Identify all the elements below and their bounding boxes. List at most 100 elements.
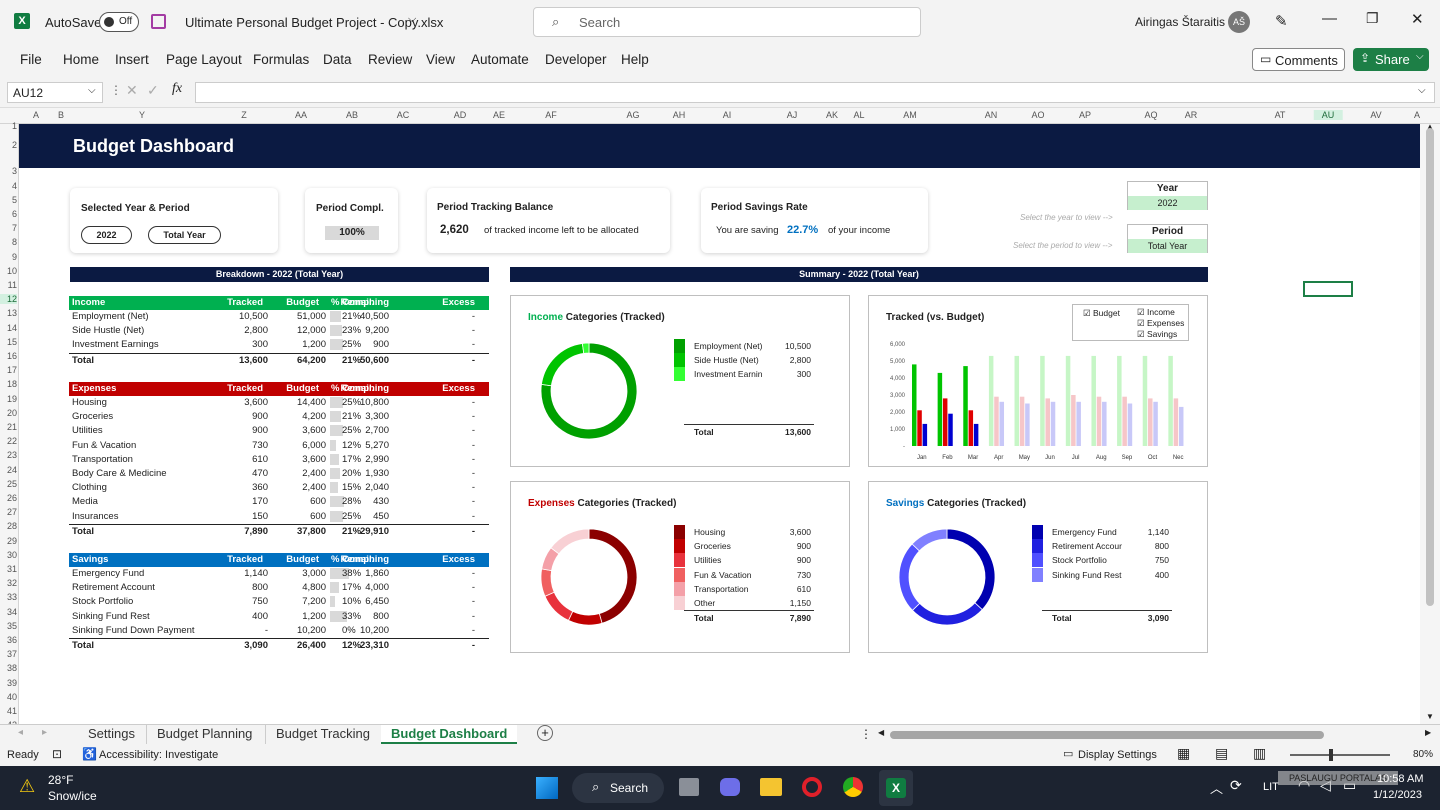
bar-income[interactable] (1040, 355, 1045, 446)
row-number[interactable]: 12 (0, 294, 17, 305)
tab-settings[interactable]: Settings (88, 726, 135, 741)
normal-view-icon[interactable]: ▦ (1177, 745, 1191, 761)
row-number[interactable]: 25 (6, 478, 17, 489)
avatar[interactable]: AŠ (1228, 11, 1250, 33)
bar-expenses[interactable] (1071, 395, 1076, 446)
tab-view[interactable]: View (426, 52, 456, 67)
bar-income[interactable] (1168, 355, 1173, 446)
col-ae[interactable]: AE (492, 110, 506, 120)
row-number[interactable]: 9 (11, 251, 17, 262)
scroll-up-icon[interactable]: ▲ (1426, 122, 1434, 131)
enter-icon[interactable]: ✓ (147, 82, 159, 98)
chevron-down-icon[interactable]: ⌵ (408, 13, 417, 25)
page-break-icon[interactable]: ▥ (1253, 745, 1267, 761)
search-box[interactable]: ⌕ Search (533, 7, 921, 37)
row-number[interactable]: 21 (6, 422, 17, 432)
bar-income[interactable] (1142, 355, 1148, 446)
task-view-icon[interactable] (679, 778, 699, 796)
row-number[interactable]: 1 (11, 121, 17, 131)
row-number[interactable]: 40 (6, 691, 17, 702)
row-number[interactable]: 37 (6, 649, 17, 660)
cancel-icon[interactable]: ✕ (126, 82, 138, 98)
row-number[interactable]: 35 (6, 620, 17, 631)
chevron-down-icon[interactable]: ⌵ (1418, 85, 1426, 96)
tracked-vs-budget-chart[interactable]: Tracked (vs. Budget) ☑ Budget ☑ Income ☑… (868, 295, 1208, 467)
tab-page-layout[interactable]: Page Layout (166, 52, 242, 67)
col-am[interactable]: AM (903, 110, 917, 120)
row-number[interactable]: 8 (11, 237, 17, 248)
formula-input[interactable]: ⌵ (195, 82, 1435, 103)
tab-file[interactable]: File (20, 52, 42, 67)
col-ad[interactable]: AD (453, 110, 467, 120)
row-number[interactable]: 15 (6, 336, 17, 347)
row-number[interactable]: 7 (11, 223, 17, 234)
tab-budget-dashboard[interactable]: Budget Dashboard (381, 725, 518, 744)
col-ag[interactable]: AG (626, 110, 640, 120)
bar-expenses[interactable] (1019, 396, 1025, 446)
bar-expenses[interactable] (1096, 396, 1102, 446)
next-sheet-icon[interactable]: ▸ (42, 727, 48, 738)
tab-automate[interactable]: Automate (471, 52, 529, 67)
savings-slice[interactable] (911, 528, 948, 552)
row-number[interactable]: 4 (11, 180, 17, 191)
income-slice[interactable] (541, 343, 585, 387)
add-sheet-icon[interactable]: + (537, 725, 553, 741)
col-al[interactable]: AL (853, 110, 865, 120)
bar-expenses[interactable] (917, 410, 922, 446)
restore-icon[interactable]: ❐ (1366, 10, 1379, 26)
share-button[interactable]: ⇪ Share ⌵ (1353, 48, 1429, 71)
chat-icon[interactable] (720, 778, 740, 796)
col-y[interactable]: Y (138, 110, 146, 120)
more-icon[interactable]: ⋮ (860, 727, 872, 741)
bar-expenses[interactable] (1148, 398, 1153, 446)
tab-formulas[interactable]: Formulas (253, 52, 310, 67)
row-number[interactable]: 33 (6, 592, 17, 603)
col-aa[interactable]: AA (294, 110, 308, 120)
row-number[interactable]: 6 (11, 209, 17, 219)
row-number[interactable]: 24 (6, 464, 17, 475)
bar-savings[interactable] (1178, 406, 1184, 446)
income-chart[interactable]: Income Categories (Tracked) Employment (… (510, 295, 850, 467)
col-a[interactable]: A (32, 110, 40, 120)
row-number[interactable]: 32 (6, 578, 17, 589)
row-number[interactable]: 18 (6, 379, 17, 390)
save-icon[interactable] (151, 14, 166, 29)
bar-income[interactable] (988, 355, 994, 446)
row-number[interactable]: 26 (6, 493, 17, 503)
weather-temp[interactable]: 28°F (48, 773, 74, 787)
row-number[interactable]: 11 (7, 280, 17, 290)
period-selector[interactable]: Period Total Year (1127, 224, 1208, 253)
tab-home[interactable]: Home (63, 52, 100, 67)
tab-help[interactable]: Help (621, 52, 649, 67)
bar-savings[interactable] (1025, 403, 1030, 447)
col-ah[interactable]: AH (672, 110, 686, 120)
bar-expenses[interactable] (1173, 398, 1179, 446)
col-z[interactable]: Z (241, 110, 247, 120)
display-icon[interactable]: ▭ (1063, 748, 1074, 760)
row-number[interactable]: 10 (6, 265, 17, 276)
year-box-value[interactable]: 2022 (1128, 196, 1207, 210)
col-ao[interactable]: AO (1031, 110, 1045, 120)
col-ac[interactable]: AC (396, 110, 410, 120)
bar-savings[interactable] (1153, 401, 1158, 446)
row-number[interactable]: 36 (6, 635, 17, 645)
row-number[interactable]: 28 (6, 521, 17, 532)
expenses-slice[interactable] (550, 528, 590, 555)
col-aq[interactable]: AQ (1144, 110, 1158, 120)
scroll-right-icon[interactable]: ▶ (1425, 728, 1432, 737)
scroll-down-icon[interactable]: ▼ (1426, 712, 1434, 721)
taskbar-search[interactable]: ⌕ Search (572, 773, 664, 803)
legend-expenses[interactable]: ☑ Expenses (1137, 318, 1185, 328)
accessibility-status[interactable]: Accessibility: Investigate (99, 749, 219, 761)
savings-slice[interactable] (911, 602, 983, 626)
col-af[interactable]: AF (545, 110, 557, 120)
expenses-slice[interactable] (540, 568, 555, 597)
tab-data[interactable]: Data (323, 52, 352, 67)
chrome-icon[interactable] (843, 777, 863, 797)
bar-income[interactable] (937, 372, 943, 446)
bar-savings[interactable] (1127, 403, 1133, 447)
row-number[interactable]: 29 (6, 535, 17, 546)
row-number[interactable]: 30 (6, 549, 17, 560)
year-pill[interactable]: 2022 (81, 226, 132, 244)
row-number[interactable]: 2 (11, 140, 17, 151)
